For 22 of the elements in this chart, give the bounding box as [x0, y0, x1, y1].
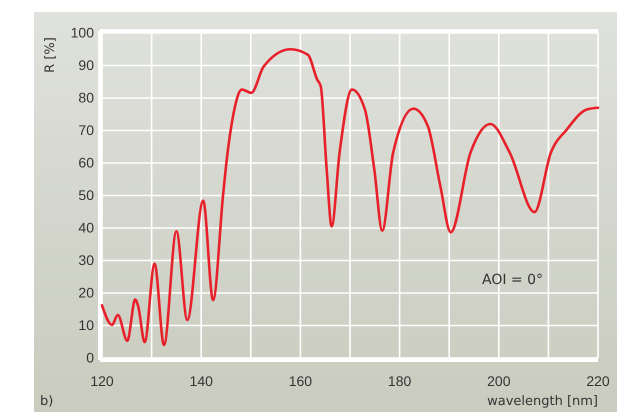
annotation: AOI = 0°	[482, 272, 544, 288]
y-tick-label: 20	[78, 284, 94, 300]
x-tick-label: 120	[90, 372, 114, 389]
x-tick-label: 220	[586, 372, 610, 389]
y-tick-label: 90	[78, 56, 94, 73]
y-tick-label: 70	[78, 122, 94, 138]
y-tick-label: 40	[78, 219, 94, 236]
y-tick-label: 80	[78, 89, 94, 106]
x-tick-label: 180	[388, 372, 412, 389]
y-tick-label: 30	[78, 252, 94, 268]
x-tick-label: 140	[190, 372, 214, 389]
y-tick-label: 50	[78, 186, 94, 203]
y-tick-label: 100	[70, 24, 94, 40]
y-tick-label: 60	[78, 154, 94, 170]
y-tick-label: 0	[86, 349, 94, 366]
x-tick-label: 200	[487, 372, 511, 389]
line-series	[100, 48, 600, 346]
x-axis-title: wavelength [nm]	[487, 394, 598, 409]
x-tick-label: 160	[288, 372, 312, 389]
text: b)	[40, 394, 54, 409]
y-axis-title: R [%]	[43, 37, 58, 73]
y-tick-label: 10	[78, 316, 94, 333]
